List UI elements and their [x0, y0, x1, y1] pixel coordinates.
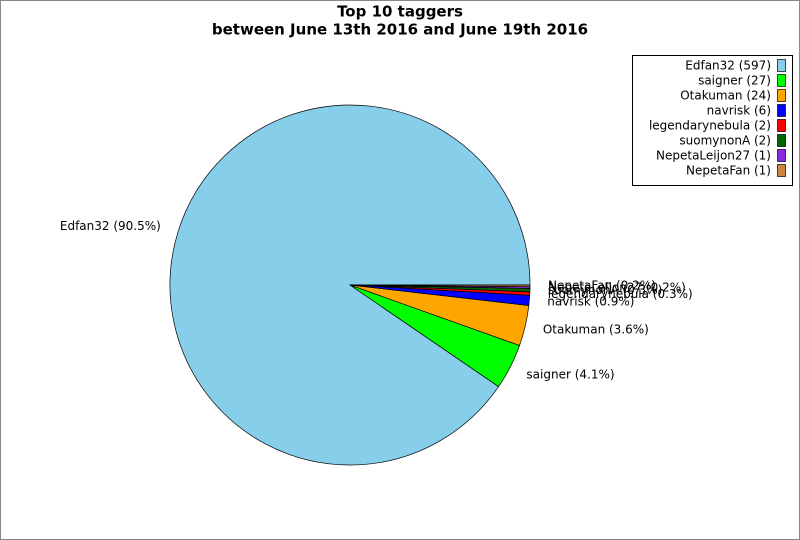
legend-label: NepetaFan (1)	[686, 164, 771, 178]
legend-label: Otakuman (24)	[680, 89, 771, 103]
legend-swatch	[777, 74, 786, 87]
legend-label: NepetaLeijon27 (1)	[656, 149, 771, 163]
slice-label: legendarynebula (0.3%)	[548, 287, 693, 301]
slice-label: saigner (4.1%)	[526, 367, 614, 381]
chart-title: Top 10 taggers	[337, 3, 463, 21]
legend-swatch	[777, 59, 786, 72]
legend-swatch	[777, 119, 786, 132]
slice-label: Edfan32 (90.5%)	[60, 219, 161, 233]
slice-label: suomynonA (0.3%)	[548, 283, 662, 297]
legend-swatch	[777, 164, 786, 177]
legend-label: navrisk (6)	[707, 104, 771, 118]
pie-slice	[349, 284, 531, 288]
legend-label: suomynonA (2)	[679, 134, 771, 148]
slice-label: NepetaLeijon27 (0.2%)	[548, 280, 686, 294]
chart-subtitle: between June 13th 2016 and June 19th 201…	[212, 21, 588, 39]
legend-swatch	[777, 134, 786, 147]
legend-swatch	[777, 89, 786, 102]
legend-box	[632, 55, 793, 186]
legend-swatch	[777, 104, 786, 117]
slice-label: navrisk (0.9%)	[547, 294, 634, 308]
legend-label: saigner (27)	[698, 74, 771, 88]
legend-label: legendarynebula (2)	[649, 119, 771, 133]
legend-swatch	[777, 149, 786, 162]
slice-label: NepetaFan (0.2%)	[548, 278, 656, 292]
slice-label: Otakuman (3.6%)	[543, 322, 649, 336]
legend-label: Edfan32 (597)	[685, 59, 771, 73]
